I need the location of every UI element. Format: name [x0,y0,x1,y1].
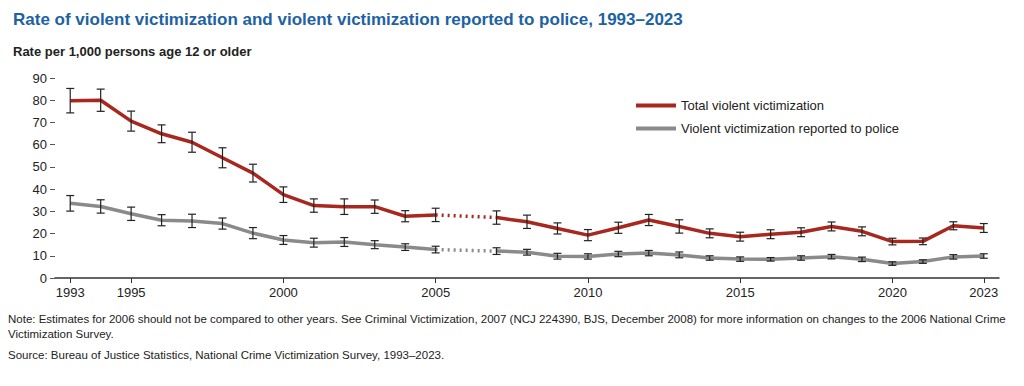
svg-text:Total violent victimization: Total violent victimization [681,98,824,113]
html-text:Note: Estimates for 2006 shoul: Note: Estimates for 2006 should not be c… [8,313,1006,340]
svg-text:2010: 2010 [573,285,602,300]
svg-text:10: 10 [33,248,47,263]
svg-text:2000: 2000 [269,285,298,300]
svg-text:Rate per 1,000 persons age 12: Rate per 1,000 persons age 12 or older [13,44,251,59]
svg-text:20: 20 [33,226,47,241]
svg-text:Rate of violent victimization: Rate of violent victimization and violen… [13,10,683,29]
svg-text:80: 80 [33,93,47,108]
svg-text:1995: 1995 [117,285,146,300]
svg-text:1993: 1993 [56,285,85,300]
svg-text:60: 60 [33,137,47,152]
svg-text:2015: 2015 [726,285,755,300]
svg-text:Violent victimization reported: Violent victimization reported to police [681,121,899,136]
svg-text:50: 50 [33,159,47,174]
svg-text:30: 30 [33,204,47,219]
svg-text:2005: 2005 [421,285,450,300]
svg-text:2023: 2023 [969,285,998,300]
svg-text:70: 70 [33,115,47,130]
svg-text:90: 90 [33,71,47,86]
svg-text:2020: 2020 [878,285,907,300]
svg-text:0: 0 [40,271,47,286]
html-text:Source: Bureau of Justice Stat: Source: Bureau of Justice Statistics, Na… [8,349,445,361]
svg-text:40: 40 [33,182,47,197]
